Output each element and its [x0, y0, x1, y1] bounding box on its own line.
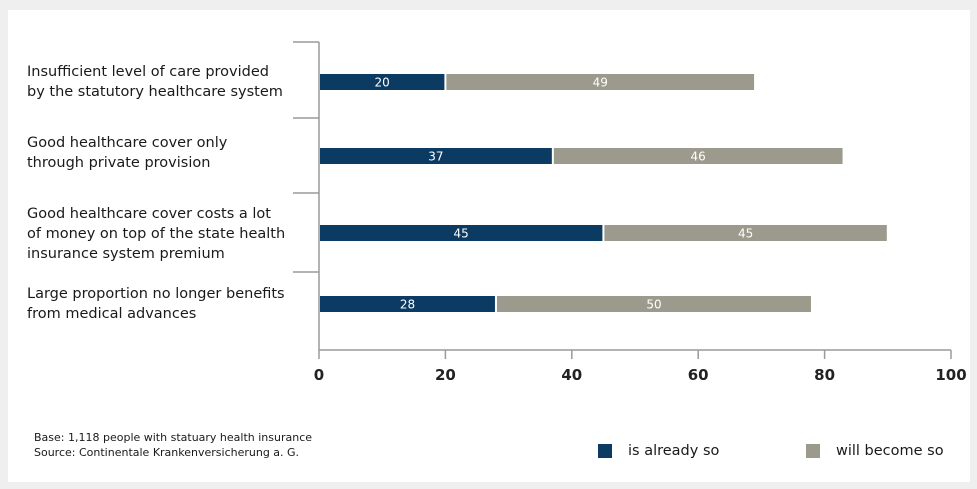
- x-tick-label: 20: [435, 366, 456, 384]
- x-tick-label: 40: [561, 366, 582, 384]
- x-tick-label: 0: [314, 366, 324, 384]
- bar: [320, 148, 552, 164]
- bar: [553, 148, 843, 164]
- bar-value-label: 28: [400, 298, 415, 312]
- legend-item-is-already-so: is already so: [598, 442, 719, 460]
- bar-value-label: 20: [375, 76, 390, 90]
- category-label: Good healthcare cover only through priva…: [27, 135, 228, 171]
- legend-label: will become so: [836, 443, 944, 459]
- legend-swatch: [598, 444, 612, 458]
- x-tick-label: 60: [688, 366, 709, 384]
- category-label: Insufficient level of care provided by t…: [27, 64, 283, 100]
- bar-value-label: 37: [428, 150, 443, 164]
- footnote-source: Source: Continentale Krankenversicherung…: [34, 446, 300, 459]
- bar-value-label: 45: [454, 227, 469, 241]
- bar-value-label: 45: [738, 227, 753, 241]
- bar-value-label: 49: [593, 76, 608, 90]
- category-label: Large proportion no longer benefits from…: [27, 286, 285, 322]
- footnote-base: Base: 1,118 people with statuary health …: [34, 431, 313, 444]
- x-tick-label: 80: [814, 366, 835, 384]
- footnote: Base: 1,118 people with statuary health …: [34, 430, 312, 460]
- bar-value-label: 46: [691, 150, 706, 164]
- category-label: Good healthcare cover costs a lot of mon…: [27, 206, 286, 262]
- bar: [320, 296, 495, 312]
- bar: [496, 296, 811, 312]
- bar-value-label: 50: [646, 298, 661, 312]
- bar: [446, 74, 755, 90]
- bar: [320, 74, 445, 90]
- x-tick-label: 100: [935, 366, 966, 384]
- legend-item-will-become-so: will become so: [806, 442, 944, 460]
- legend-label: is already so: [628, 443, 720, 459]
- bar: [604, 225, 887, 241]
- bar: [320, 225, 603, 241]
- legend-swatch: [806, 444, 820, 458]
